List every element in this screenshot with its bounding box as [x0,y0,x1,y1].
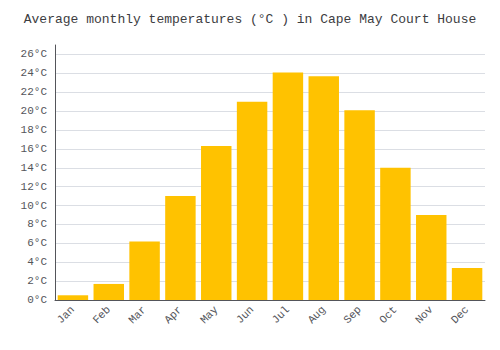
svg-text:26°C: 26°C [21,48,48,60]
svg-text:8°C: 8°C [27,218,47,230]
svg-text:16°C: 16°C [21,143,48,155]
svg-text:Jan: Jan [55,304,77,326]
svg-text:22°C: 22°C [21,86,48,98]
svg-text:Average monthly temperatures (: Average monthly temperatures (°C ) in Ca… [24,12,476,27]
svg-text:12°C: 12°C [21,181,48,193]
svg-text:20°C: 20°C [21,105,48,117]
svg-text:6°C: 6°C [27,237,47,249]
svg-text:Dec: Dec [449,304,471,326]
svg-text:Jun: Jun [234,304,256,326]
svg-text:14°C: 14°C [21,162,48,174]
svg-text:0°C: 0°C [27,294,47,306]
svg-text:10°C: 10°C [21,200,48,212]
svg-text:Sep: Sep [341,304,363,326]
svg-text:May: May [198,303,221,326]
svg-text:Oct: Oct [377,304,399,326]
svg-text:Apr: Apr [162,304,184,326]
svg-text:4°C: 4°C [27,256,47,268]
svg-text:2°C: 2°C [27,275,47,287]
svg-text:Aug: Aug [306,304,328,326]
svg-text:24°C: 24°C [21,67,48,79]
svg-text:Feb: Feb [91,304,113,326]
svg-text:18°C: 18°C [21,124,48,136]
svg-text:Nov: Nov [413,303,436,326]
svg-text:Mar: Mar [126,304,148,326]
svg-text:Jul: Jul [270,304,292,326]
